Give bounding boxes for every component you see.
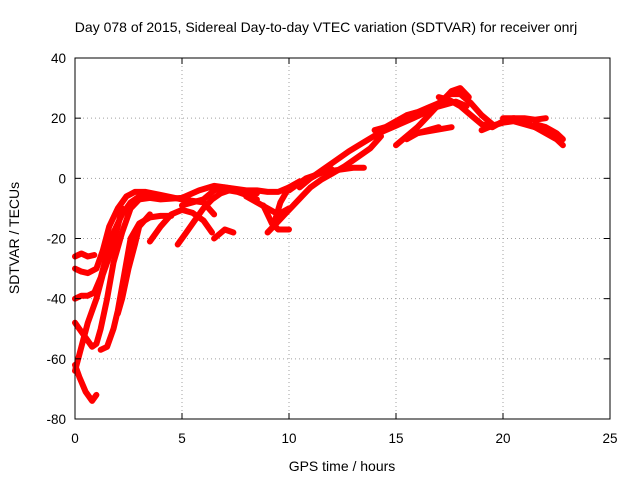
data-series xyxy=(72,85,566,404)
series-track-8 xyxy=(114,211,153,317)
series-track-24 xyxy=(414,124,455,137)
series-track-3 xyxy=(72,193,153,302)
chart-title: Day 078 of 2015, Sidereal Day-to-day VTE… xyxy=(75,19,577,35)
series-track-11 xyxy=(179,184,292,209)
series-track-17 xyxy=(264,133,384,236)
x-tick-label: 10 xyxy=(281,431,296,446)
y-tick-label: 0 xyxy=(58,171,66,186)
series-track-1 xyxy=(72,250,98,260)
axis-ticks: 0 5 10 15 20 25 -80 -60 -40 -20 0 20 40 xyxy=(46,51,617,446)
series-track-10 xyxy=(174,187,260,248)
x-tick-label: 20 xyxy=(495,431,510,446)
y-tick-label: 40 xyxy=(51,51,66,66)
y-tick-label: 20 xyxy=(51,111,66,126)
x-tick-label: 0 xyxy=(71,431,79,446)
series-track-9 xyxy=(146,206,215,245)
series-track-12 xyxy=(211,226,237,242)
series-track-5 xyxy=(72,361,100,404)
x-tick-label: 5 xyxy=(178,431,186,446)
series-track-7 xyxy=(97,212,175,353)
x-tick-label: 25 xyxy=(602,431,617,446)
x-tick-label: 15 xyxy=(388,431,403,446)
x-axis-label: GPS time / hours xyxy=(289,458,396,474)
y-tick-label: -60 xyxy=(46,352,66,367)
series-track-6 xyxy=(72,205,126,374)
y-axis-label: SDTVAR / TECUs xyxy=(6,182,22,294)
y-tick-label: -80 xyxy=(46,412,66,427)
series-track-19 xyxy=(296,91,496,191)
y-tick-label: -20 xyxy=(46,232,66,247)
series-track-4 xyxy=(72,182,260,350)
series-track-28 xyxy=(532,121,566,143)
y-tick-label: -40 xyxy=(46,292,66,307)
